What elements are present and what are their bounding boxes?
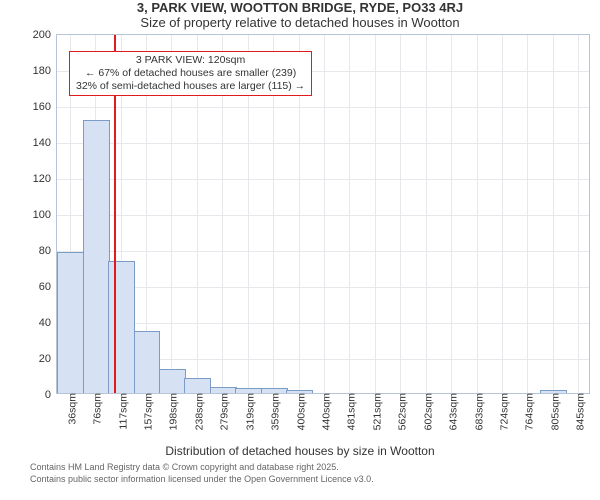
x-tick-label: 117sqm <box>112 393 129 430</box>
x-tick-label: 602sqm <box>417 393 434 430</box>
x-tick-label: 845sqm <box>570 393 587 430</box>
x-tick-label: 481sqm <box>341 393 358 430</box>
y-tick-label: 160 <box>33 101 57 113</box>
chart-area: 02040608010012014016018020036sqm76sqm117… <box>56 34 590 394</box>
x-tick-label: 805sqm <box>544 393 561 430</box>
x-tick-label: 36sqm <box>61 393 78 425</box>
gridline-v <box>324 35 325 393</box>
x-tick-label: 76sqm <box>87 393 104 425</box>
gridline-h <box>57 287 589 288</box>
histogram-bar <box>134 331 161 393</box>
annotation-box: 3 PARK VIEW: 120sqm ← 67% of detached ho… <box>69 51 312 96</box>
gridline-v <box>451 35 452 393</box>
gridline-v <box>553 35 554 393</box>
x-tick-label: 238sqm <box>188 393 205 430</box>
gridline-h <box>57 179 589 180</box>
x-tick-label: 724sqm <box>494 393 511 430</box>
x-tick-label: 359sqm <box>265 393 282 430</box>
gridline-v <box>578 35 579 393</box>
x-tick-label: 198sqm <box>163 393 180 430</box>
x-tick-label: 279sqm <box>214 393 231 430</box>
histogram-bar <box>83 120 110 393</box>
caption-line1: Contains HM Land Registry data © Crown c… <box>30 462 600 474</box>
y-tick-label: 60 <box>39 281 57 293</box>
gridline-v <box>375 35 376 393</box>
x-tick-label: 764sqm <box>519 393 536 430</box>
annotation-line1: 3 PARK VIEW: 120sqm <box>76 54 305 67</box>
x-tick-label: 562sqm <box>392 393 409 430</box>
gridline-h <box>57 143 589 144</box>
y-tick-label: 20 <box>39 353 57 365</box>
gridline-v <box>477 35 478 393</box>
histogram-bar <box>108 261 135 393</box>
gridline-h <box>57 215 589 216</box>
y-tick-label: 100 <box>33 209 57 221</box>
y-tick-label: 200 <box>33 29 57 41</box>
histogram-bar <box>184 378 211 393</box>
annotation-line3: 32% of semi-detached houses are larger (… <box>76 80 305 93</box>
caption: Contains HM Land Registry data © Crown c… <box>30 462 600 485</box>
gridline-h <box>57 107 589 108</box>
y-tick-label: 140 <box>33 137 57 149</box>
histogram-bar <box>57 252 84 393</box>
gridline-v <box>400 35 401 393</box>
y-tick-label: 80 <box>39 245 57 257</box>
x-tick-label: 319sqm <box>239 393 256 430</box>
gridline-v <box>502 35 503 393</box>
y-tick-label: 40 <box>39 317 57 329</box>
chart-title: 3, PARK VIEW, WOOTTON BRIDGE, RYDE, PO33… <box>0 0 600 15</box>
x-tick-label: 683sqm <box>468 393 485 430</box>
gridline-h <box>57 251 589 252</box>
gridline-h <box>57 323 589 324</box>
annotation-line2: ← 67% of detached houses are smaller (23… <box>76 67 305 80</box>
x-axis-label: Distribution of detached houses by size … <box>0 444 600 458</box>
x-tick-label: 521sqm <box>366 393 383 430</box>
chart-subtitle: Size of property relative to detached ho… <box>0 15 600 30</box>
y-tick-label: 120 <box>33 173 57 185</box>
x-tick-label: 440sqm <box>316 393 333 430</box>
histogram-bar <box>159 369 186 393</box>
gridline-v <box>527 35 528 393</box>
x-tick-label: 157sqm <box>138 393 155 430</box>
gridline-v <box>349 35 350 393</box>
y-tick-label: 0 <box>45 389 57 401</box>
x-tick-label: 400sqm <box>290 393 307 430</box>
gridline-v <box>426 35 427 393</box>
plot-area: 02040608010012014016018020036sqm76sqm117… <box>56 34 590 394</box>
caption-line2: Contains public sector information licen… <box>30 474 600 486</box>
x-tick-label: 643sqm <box>443 393 460 430</box>
y-tick-label: 180 <box>33 65 57 77</box>
